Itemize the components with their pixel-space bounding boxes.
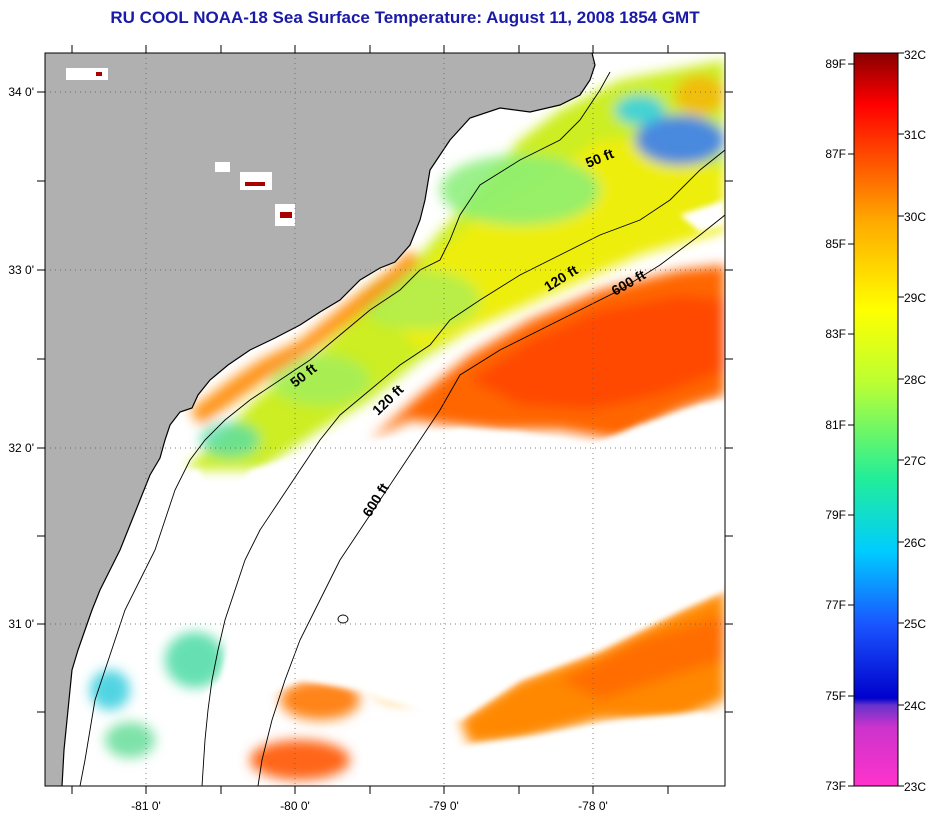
map-area: 50 ft 120 ft 600 ft 50 ft 120 ft 600 ft — [45, 53, 725, 786]
colorbar-c-label: 27C — [904, 454, 926, 468]
colorbar-f-label: 77F — [825, 598, 846, 612]
colorbar-c-label: 31C — [904, 128, 926, 142]
colorbar-f-label: 79F — [825, 508, 846, 522]
lat-label-33: 33 0' — [8, 263, 34, 277]
colorbar-f-label: 87F — [825, 147, 846, 161]
lon-label-80: -80 0' — [280, 799, 310, 813]
depth-contours — [79, 71, 725, 786]
lon-label-78: -78 0' — [578, 799, 608, 813]
colorbar-f-label: 83F — [825, 327, 846, 341]
colorbar-ticks — [848, 52, 904, 787]
colorbar-f-label: 75F — [825, 689, 846, 703]
lon-label-81: -81 0' — [131, 799, 161, 813]
sst-field — [90, 60, 725, 780]
page-title: RU COOL NOAA-18 Sea Surface Temperature:… — [110, 8, 700, 27]
colorbar-f-label: 89F — [825, 57, 846, 71]
coastline — [61, 53, 596, 786]
lat-label-32: 32 0' — [8, 441, 34, 455]
colorbar-c-label: 28C — [904, 373, 926, 387]
colorbar-c-label: 23C — [904, 780, 926, 794]
colorbar-f-label: 73F — [825, 779, 846, 793]
colorbar-c-label: 24C — [904, 699, 926, 713]
colorbar-c-label: 30C — [904, 210, 926, 224]
axis-ticks — [37, 45, 733, 794]
colorbar — [853, 52, 899, 787]
warm-lake-pixels — [96, 72, 292, 218]
map-frame — [44, 52, 726, 787]
grid-lines — [45, 53, 725, 786]
lat-label-34: 34 0' — [8, 85, 34, 99]
land-mass — [45, 53, 595, 786]
colorbar-c-label: 32C — [904, 48, 926, 62]
colorbar-c-label: 29C — [904, 291, 926, 305]
lon-label-79: -79 0' — [429, 799, 459, 813]
colorbar-f-label: 85F — [825, 237, 846, 251]
colorbar-c-label: 26C — [904, 536, 926, 550]
colorbar-c-label: 25C — [904, 617, 926, 631]
colorbar-f-label: 81F — [825, 418, 846, 432]
lat-label-31: 31 0' — [8, 617, 34, 631]
